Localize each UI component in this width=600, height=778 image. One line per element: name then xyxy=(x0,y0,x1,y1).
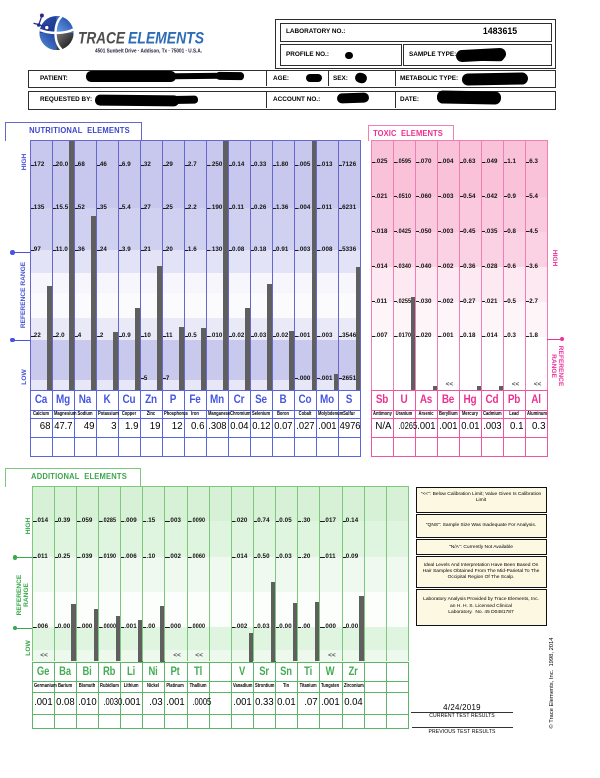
svg-text:4501 Sunbelt Drive · Addison,: 4501 Sunbelt Drive · Addison, Tx · 75001… xyxy=(95,49,202,55)
svg-text:TRACE: TRACE xyxy=(78,29,126,48)
svg-text:ELEMENTS: ELEMENTS xyxy=(128,29,205,48)
